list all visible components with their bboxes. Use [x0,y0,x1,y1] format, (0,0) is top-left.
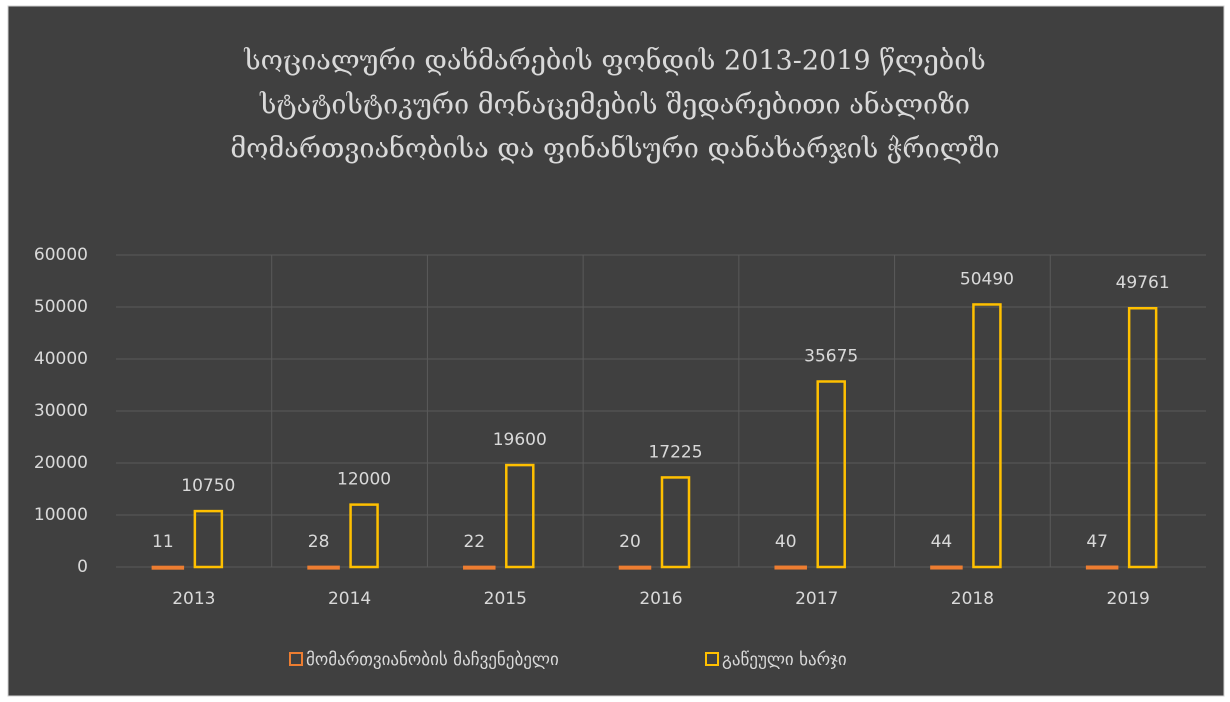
data-label: 28 [308,532,330,552]
chart-title: სტატისტიკური მონაცემების შედარებითი ანალ… [259,90,970,121]
x-tick-label: 2014 [328,589,371,609]
bar [972,303,1002,569]
y-tick-label: 10000 [34,505,88,525]
chart-title: სოციალური დახმარების ფონდის 2013-2019 წლ… [243,46,985,77]
bar [463,565,496,570]
data-label: 50490 [960,269,1014,289]
bar [774,565,807,570]
chart-title: მომართვიანობისა და ფინანსური დანახარჯის … [230,134,999,165]
bar [816,380,846,569]
data-label: 44 [931,532,953,552]
data-label: 49761 [1116,273,1170,293]
bar [349,503,379,569]
bar [151,565,185,570]
x-tick-label: 2013 [172,589,215,609]
legend-label: გაწეული ხარჯი [722,650,847,670]
y-tick-label: 30000 [34,401,88,421]
data-label: 10750 [181,476,235,496]
bar [505,463,535,569]
bar [193,509,224,569]
bar [1085,565,1119,570]
data-label: 22 [463,532,485,552]
data-label: 17225 [648,442,702,462]
data-label: 40 [775,532,797,552]
y-tick-label: 60000 [34,245,88,265]
y-tick-label: 0 [77,557,88,577]
x-tick-label: 2015 [484,589,527,609]
x-tick-label: 2017 [795,589,838,609]
data-label: 20 [619,532,641,552]
legend-swatch [705,652,719,666]
data-label: 47 [1086,532,1108,552]
bar [618,565,652,570]
data-label: 11 [152,532,174,552]
data-label: 12000 [337,470,391,490]
chart-background [7,5,1225,697]
x-tick-label: 2019 [1107,589,1150,609]
data-label: 35675 [804,346,858,366]
y-tick-label: 50000 [34,297,88,317]
legend-label: მომართვიანობის მაჩვენებელი [306,650,559,670]
y-tick-label: 20000 [34,453,88,473]
bar [930,565,963,570]
bar [660,476,691,569]
y-tick-label: 40000 [34,349,88,369]
legend-swatch [289,652,303,666]
bar [307,565,340,570]
x-tick-label: 2018 [951,589,994,609]
x-tick-label: 2016 [639,589,682,609]
bar [1127,306,1158,569]
data-label: 19600 [493,430,547,450]
